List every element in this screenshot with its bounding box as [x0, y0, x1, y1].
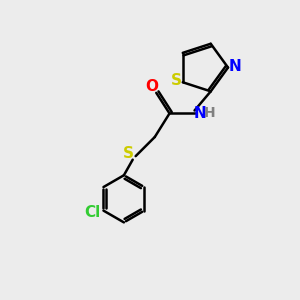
Text: S: S	[171, 73, 182, 88]
Text: S: S	[123, 146, 134, 161]
Text: Cl: Cl	[84, 205, 101, 220]
Text: N: N	[228, 58, 241, 74]
Text: N: N	[194, 106, 206, 121]
Text: O: O	[145, 79, 158, 94]
Text: H: H	[204, 106, 216, 120]
